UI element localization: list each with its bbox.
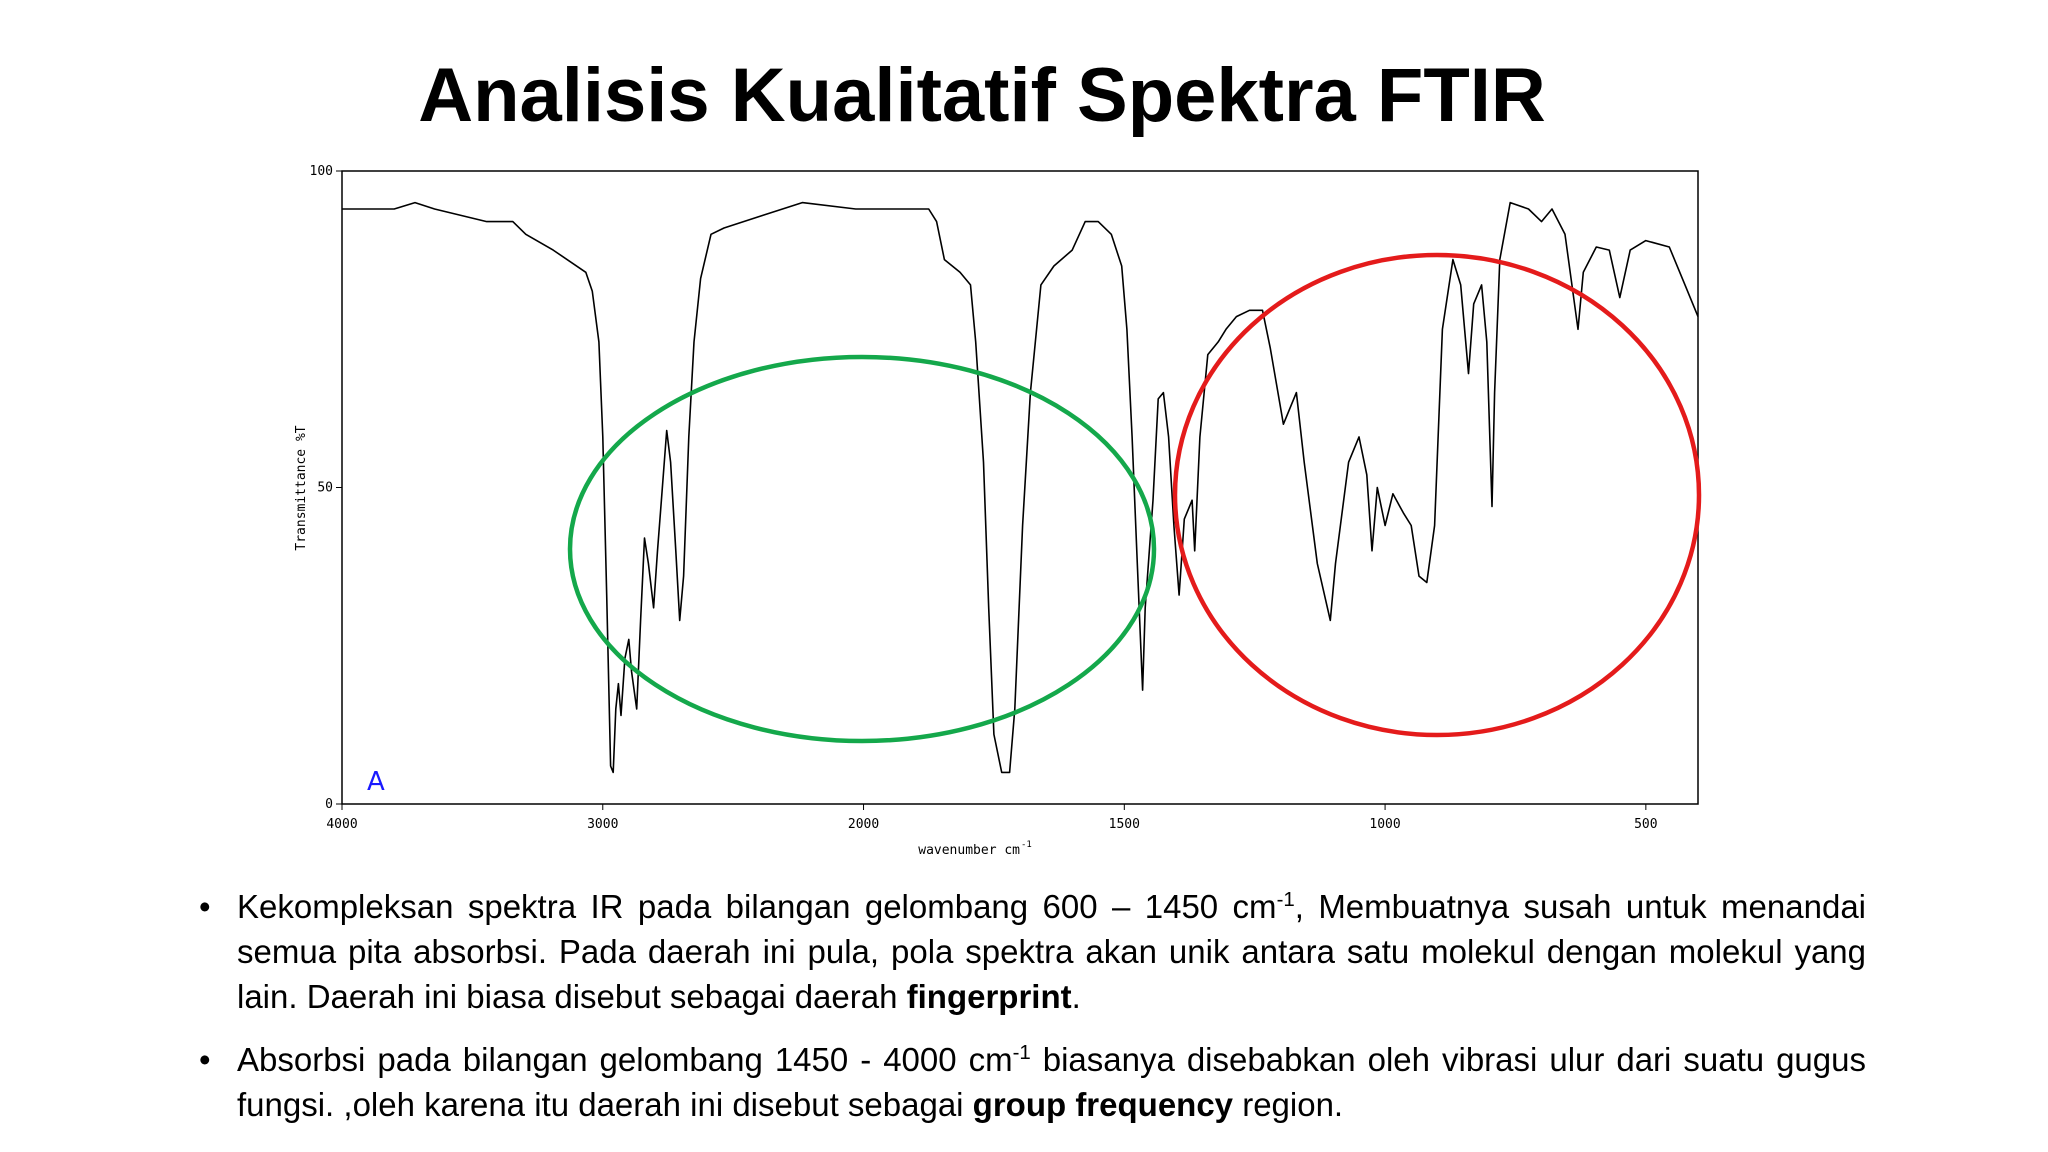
bullet: Absorbsi pada bilangan gelombang 1450 - … <box>199 1037 1866 1127</box>
superscript: -1 <box>1012 1041 1031 1064</box>
text: Kekompleksan spektra IR pada bilangan ge… <box>237 888 1277 925</box>
x-tick-label: 2000 <box>848 817 879 832</box>
text: . <box>1071 978 1081 1015</box>
x-axis-label: wavenumber cm <box>918 843 1020 858</box>
text: , Membuatnya susah untuk menandai semua … <box>237 888 1867 1015</box>
bullet-list: Kekompleksan spektra IR pada bilangan ge… <box>199 884 1867 1145</box>
x-tick-label: 3000 <box>587 817 618 832</box>
slide-title: Analisis Kualitatif Spektra FTIR <box>418 53 1546 138</box>
y-axis-label: Transmittance %T <box>294 425 309 550</box>
text: biasanya disebabkan oleh vibrasi ulur da… <box>237 1041 1866 1123</box>
annotation: A <box>367 767 385 797</box>
spectrum-line <box>342 201 1699 774</box>
bullet: Kekompleksan spektra IR pada bilangan ge… <box>199 884 1867 1019</box>
text: region. <box>1233 1086 1344 1123</box>
x-tick-label: 1500 <box>1109 817 1140 832</box>
text: Absorbsi pada bilangan gelombang 1450 - … <box>237 1041 1013 1078</box>
x-axis-label-sup: -1 <box>1021 840 1032 850</box>
y-tick-label: 50 <box>317 481 333 496</box>
y-tick-label: 100 <box>310 164 333 179</box>
bold-text: group frequency <box>972 1086 1234 1123</box>
highlight-ellipse <box>567 354 1157 744</box>
x-tick-label: 500 <box>1634 817 1657 832</box>
x-tick-label: 1000 <box>1369 817 1400 832</box>
x-tick-label: 4000 <box>326 817 357 832</box>
bold-text: fingerprint <box>906 978 1072 1015</box>
superscript: -1 <box>1276 888 1295 911</box>
highlight-ellipse <box>1172 252 1702 738</box>
y-tick-label: 0 <box>325 797 333 812</box>
